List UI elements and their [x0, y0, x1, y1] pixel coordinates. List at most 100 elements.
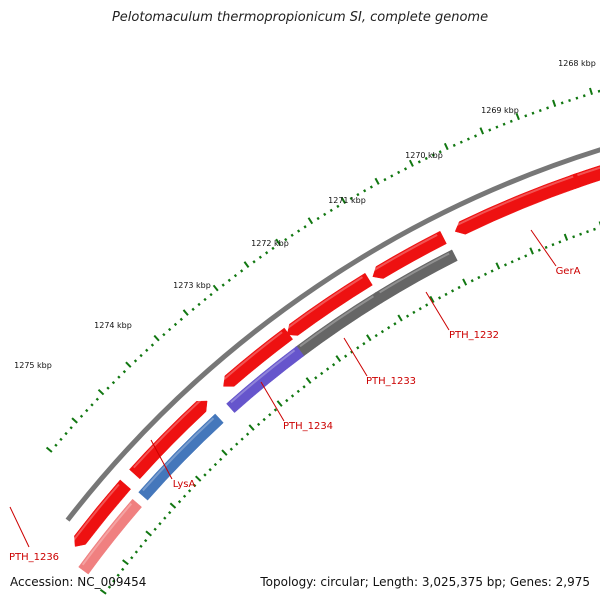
pth-1234-feature: [223, 327, 294, 387]
outer-major-tick: [275, 238, 281, 246]
outer-minor-tick: [575, 96, 579, 100]
inner-minor-tick: [444, 292, 448, 296]
outer-major-tick: [97, 388, 105, 396]
outer-major-tick: [153, 334, 160, 342]
outer-minor-tick: [303, 225, 307, 229]
inner-minor-tick: [121, 567, 125, 572]
inner-minor-tick: [139, 544, 143, 548]
inner-major-tick: [462, 278, 468, 286]
outer-minor-tick: [95, 397, 99, 401]
outer-minor-tick: [329, 208, 333, 212]
pth-1232-feature-highlight: [373, 234, 438, 272]
outer-major-tick: [443, 142, 449, 151]
gene-leader-line: [260, 381, 285, 422]
inner-minor-tick: [350, 350, 354, 354]
inner-major-tick: [529, 247, 534, 255]
outer-minor-tick: [509, 119, 513, 123]
outer-minor-tick: [323, 212, 327, 217]
outer-major-tick: [479, 127, 485, 135]
genome-backbone: [65, 147, 600, 522]
lysa-feature: [129, 400, 208, 480]
pth-1236-feature-highlight: [72, 483, 120, 541]
outer-minor-tick: [546, 106, 550, 110]
outer-major-tick: [307, 217, 314, 225]
inner-minor-tick: [470, 279, 474, 283]
inner-major-tick: [122, 559, 129, 566]
kbp-label: 1272 kbp: [251, 239, 289, 248]
gene-label: PTH_1234: [283, 421, 333, 432]
outer-minor-tick: [316, 216, 320, 221]
lysa-cds-track-highlight: [142, 417, 215, 492]
outer-minor-tick: [438, 150, 442, 154]
pth-1233-feature: [286, 272, 373, 336]
inner-major-tick: [397, 314, 403, 322]
outer-minor-tick: [179, 317, 183, 322]
inner-minor-tick: [302, 385, 306, 389]
outer-tick-ring: [45, 87, 600, 453]
inner-minor-tick: [144, 538, 148, 543]
outer-minor-tick: [356, 192, 360, 197]
outer-major-tick: [374, 177, 380, 185]
pth-1234-cds-track-highlight: [230, 349, 296, 404]
outer-minor-tick: [167, 327, 172, 332]
inner-minor-tick: [503, 263, 508, 267]
inner-minor-tick: [412, 310, 416, 315]
inner-minor-tick: [219, 457, 223, 462]
pth-1233-feature-highlight: [287, 276, 363, 329]
outer-minor-tick: [265, 251, 269, 255]
outer-minor-tick: [417, 160, 421, 164]
inner-minor-tick: [362, 342, 366, 346]
kbp-label: 1270 kbp: [405, 151, 443, 160]
inner-minor-tick: [517, 257, 521, 261]
inner-minor-tick: [331, 363, 336, 367]
inner-minor-tick: [344, 354, 348, 358]
outer-minor-tick: [538, 109, 542, 113]
pth-1232-cds-track-highlight: [379, 252, 450, 294]
inner-minor-tick: [193, 483, 197, 488]
inner-minor-tick: [483, 272, 487, 276]
inner-major-tick: [248, 424, 255, 431]
inner-minor-tick: [356, 346, 360, 350]
inner-minor-tick: [544, 245, 548, 249]
inner-minor-tick: [187, 489, 192, 493]
outer-minor-tick: [258, 255, 262, 259]
outer-minor-tick: [64, 431, 68, 436]
gene-leader-line: [150, 439, 173, 480]
lysa-cds-track: [138, 413, 224, 501]
inner-minor-tick: [168, 510, 172, 515]
inner-major-tick: [495, 262, 501, 270]
outer-minor-tick: [133, 359, 138, 363]
inner-minor-tick: [268, 413, 272, 417]
outer-minor-tick: [297, 229, 301, 233]
inner-minor-tick: [425, 303, 429, 307]
inner-minor-tick: [387, 326, 391, 330]
inner-major-tick: [335, 355, 342, 363]
inner-minor-tick: [296, 389, 300, 394]
inner-minor-tick: [130, 556, 134, 560]
outer-minor-tick: [290, 233, 294, 237]
kbp-label: 1273 kbp: [173, 281, 211, 290]
outer-minor-tick: [531, 111, 535, 115]
gene-label: PTH_1236: [9, 552, 59, 563]
inner-minor-tick: [229, 447, 233, 451]
pth-1234-feature-highlight: [222, 331, 283, 381]
outer-major-tick: [515, 112, 520, 121]
inner-minor-tick: [290, 394, 295, 398]
inner-minor-tick: [158, 522, 162, 526]
inner-minor-tick: [558, 240, 562, 244]
gene-label: GerA: [556, 266, 581, 277]
inner-minor-tick: [163, 516, 167, 520]
inner-minor-tick: [380, 329, 385, 334]
outer-minor-tick: [474, 134, 478, 138]
inner-minor-tick: [418, 307, 422, 311]
outer-minor-tick: [79, 414, 84, 418]
outer-minor-tick: [560, 101, 564, 105]
outer-major-tick: [552, 99, 557, 107]
inner-minor-tick: [457, 285, 461, 290]
inner-minor-tick: [256, 422, 261, 427]
pth-1232-feature: [372, 230, 447, 279]
outer-minor-tick: [424, 156, 428, 161]
outer-minor-tick: [403, 167, 408, 171]
inner-major-tick: [429, 295, 435, 304]
inner-minor-tick: [586, 230, 589, 234]
